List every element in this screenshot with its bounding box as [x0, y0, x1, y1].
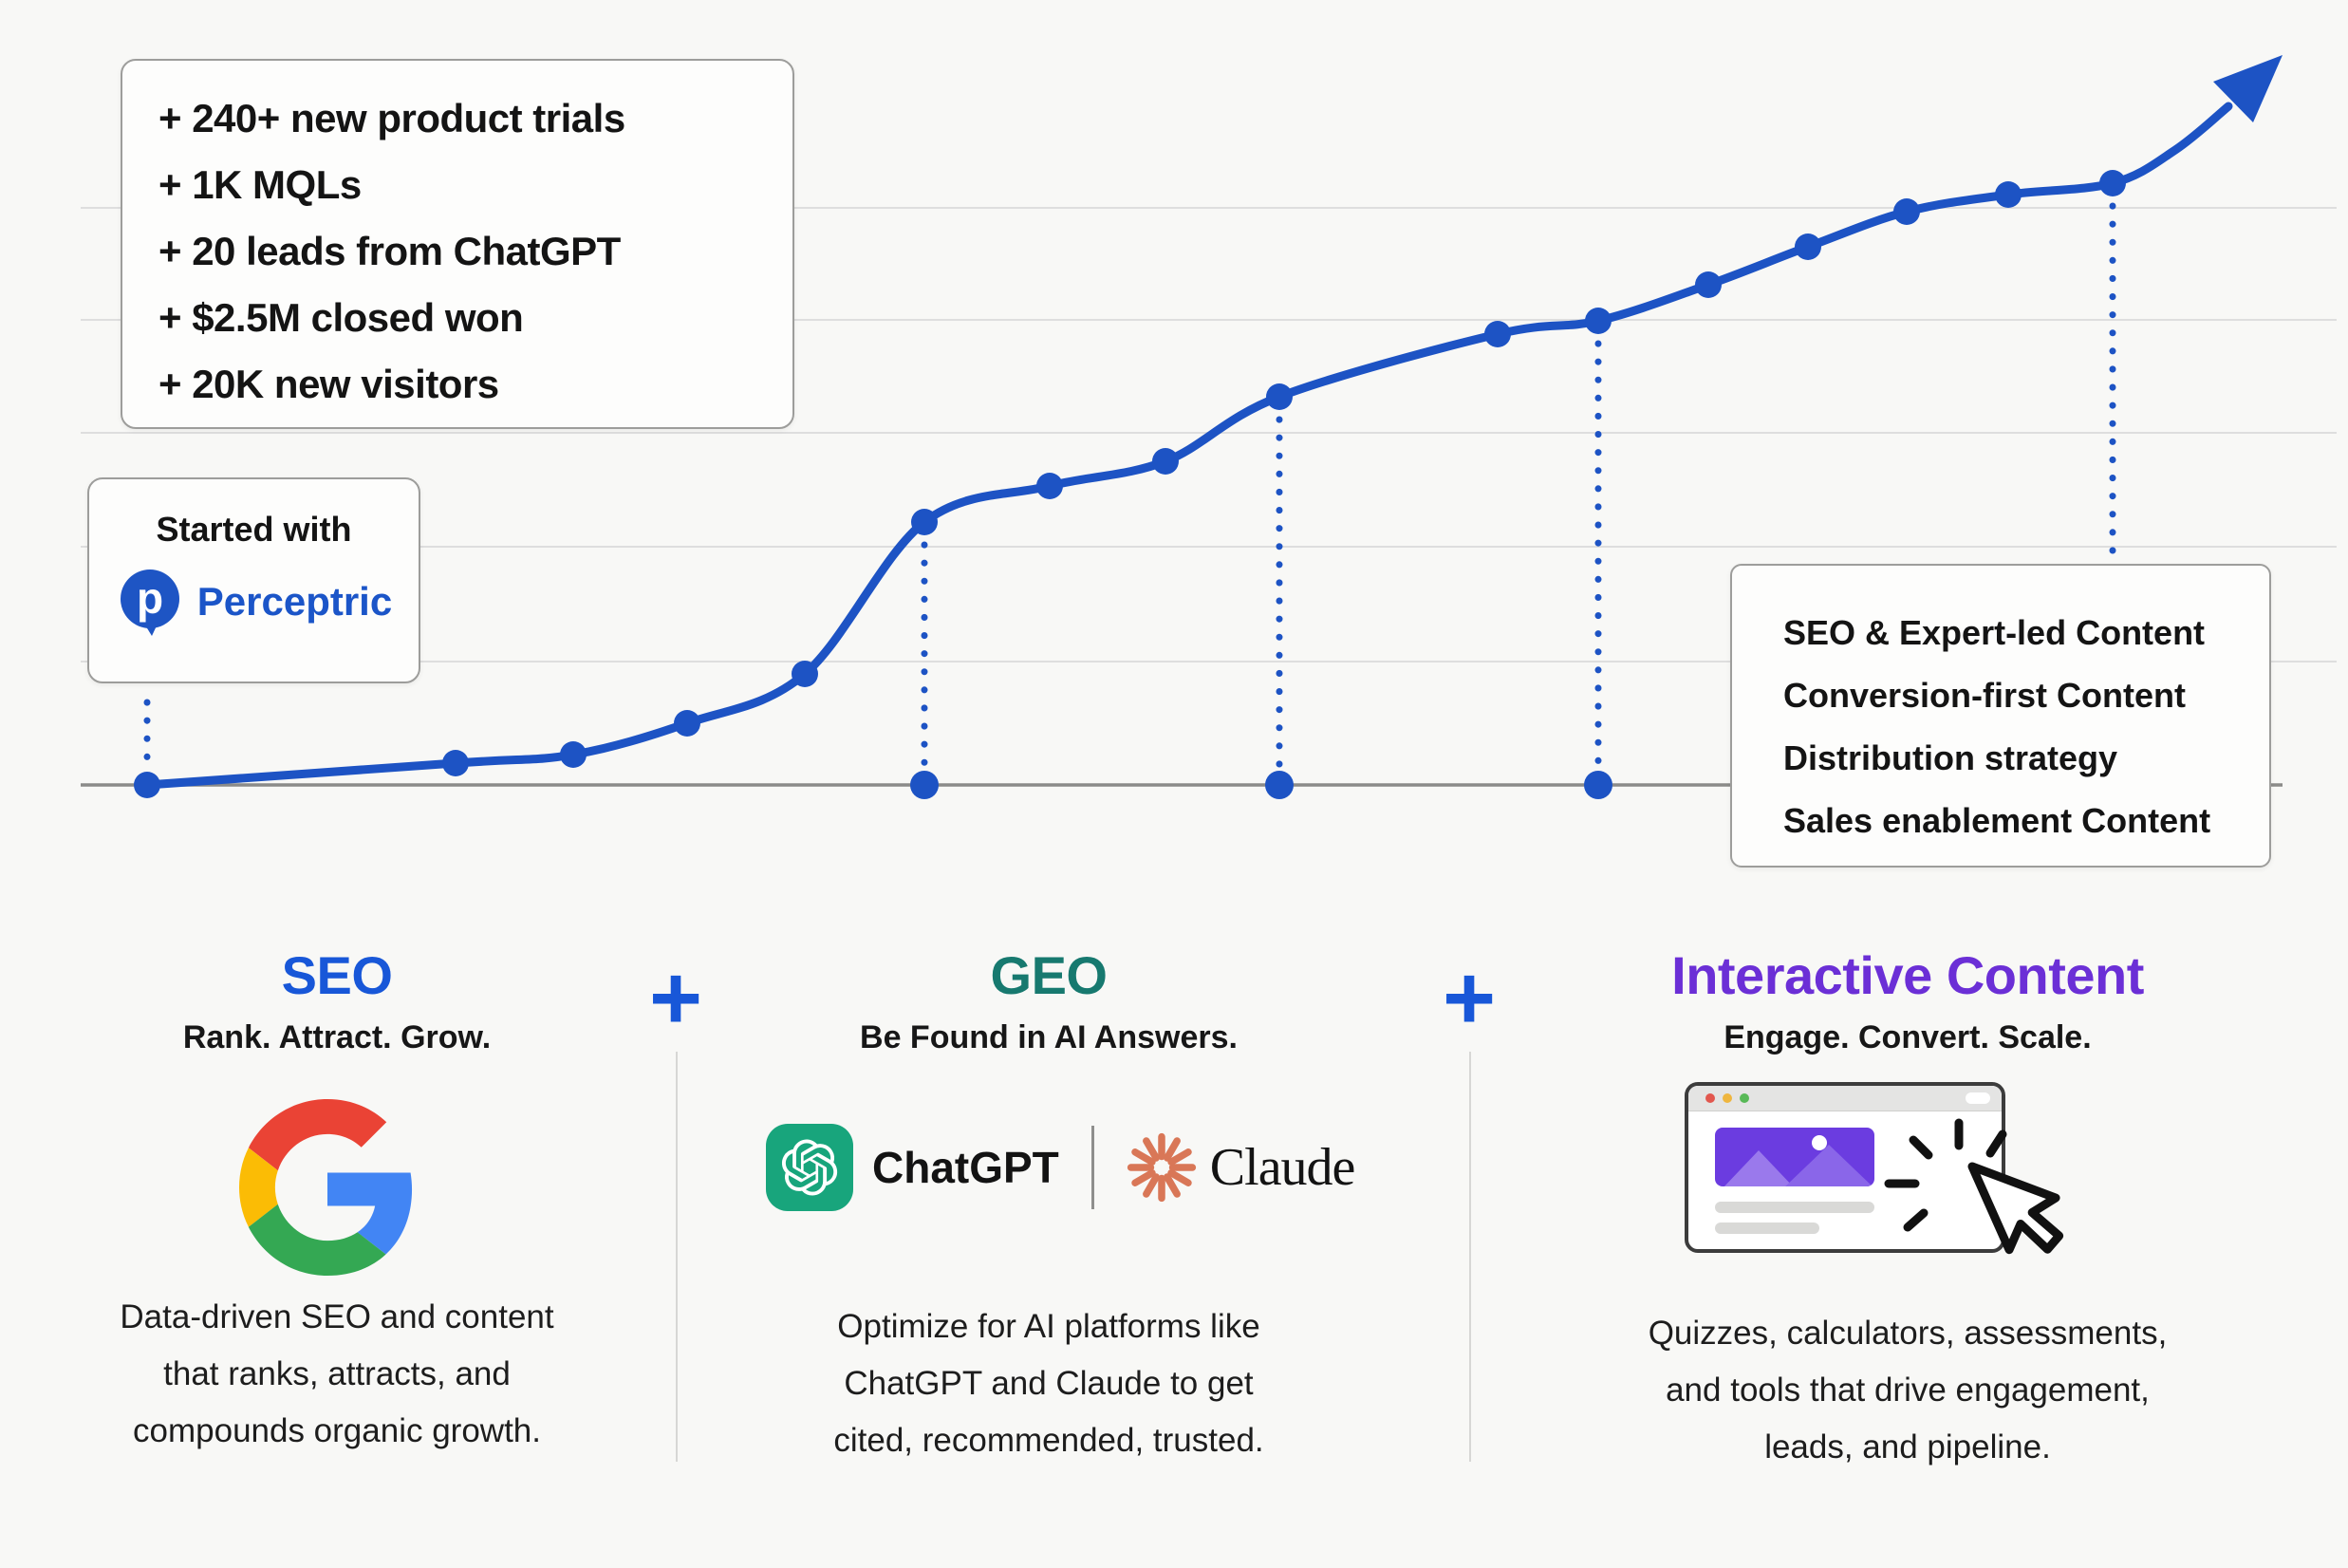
perceptric-wordmark: Perceptric: [196, 579, 393, 624]
baseline-marker-dot: [1584, 771, 1612, 799]
stat-line: + 20 leads from ChatGPT: [158, 229, 621, 273]
plus-sign: +: [648, 947, 703, 1049]
data-point-dot: [1484, 321, 1511, 347]
stat-line: + 1K MQLs: [158, 162, 362, 207]
data-point-dot: [560, 741, 587, 768]
text-line-placeholder: [1715, 1223, 1819, 1234]
geo-title: GEO: [990, 945, 1108, 1005]
interactive-desc-line: and tools that drive engagement,: [1666, 1372, 2150, 1409]
content-strategy-item: Conversion-first Content: [1783, 676, 2187, 715]
data-point-dot: [674, 710, 700, 737]
seo-title: SEO: [281, 945, 393, 1005]
column-divider: [676, 1052, 678, 1462]
traffic-light-red-icon: [1705, 1093, 1715, 1103]
data-point-dot: [2099, 170, 2126, 196]
sun-icon: [1812, 1135, 1827, 1150]
baseline-marker-dot: [910, 771, 939, 799]
column-seo: SEO Rank. Attract. Grow.: [38, 944, 636, 1056]
seo-subtitle: Rank. Attract. Grow.: [182, 1019, 492, 1055]
chatgpt-logo-icon: [766, 1124, 853, 1211]
content-strategy-item: SEO & Expert-led Content: [1783, 613, 2206, 652]
content-strategy-item: Distribution strategy: [1783, 738, 2118, 777]
interactive-content-title: Interactive Content: [1671, 945, 2144, 1005]
data-point-dot: [911, 509, 938, 535]
mountain-icon: [1783, 1145, 1874, 1186]
growth-line-chart: [81, 55, 2337, 799]
stat-line: + $2.5M closed won: [158, 295, 524, 340]
plus-sign: +: [1442, 947, 1497, 1049]
claude-logo-icon: [1127, 1132, 1196, 1203]
data-point-dot: [442, 750, 469, 776]
geo-description: Optimize for AI platforms like ChatGPT a…: [792, 1298, 1305, 1469]
logo-separator: [1090, 1126, 1094, 1209]
seo-desc-line: Data-driven SEO and content: [120, 1298, 554, 1335]
baseline-marker-dot: [1265, 771, 1294, 799]
results-stats-box: + 240+ new product trials + 1K MQLs + 20…: [121, 59, 794, 429]
column-interactive-content: Interactive Content Engage. Convert. Sca…: [1604, 944, 2211, 1056]
interactive-content-description: Quizzes, calculators, assessments, and t…: [1632, 1305, 2183, 1476]
data-point-dot: [1795, 233, 1821, 260]
geo-desc-line: cited, recommended, trusted.: [833, 1422, 1264, 1459]
mountain-icon: [1723, 1150, 1795, 1186]
traffic-light-green-icon: [1740, 1093, 1749, 1103]
started-with-label: Started with: [156, 510, 352, 549]
google-logo-icon: [239, 1099, 413, 1276]
started-with-box: Started with p Perceptric: [87, 477, 420, 683]
content-strategy-box: SEO & Expert-led Content Conversion-firs…: [1730, 564, 2271, 868]
click-cursor-icon: [1884, 1118, 2064, 1255]
data-point-dot: [1695, 271, 1722, 298]
data-point-dot: [1152, 448, 1179, 475]
data-point-dot: [1893, 198, 1920, 225]
claude-wordmark: Claude: [1209, 1138, 1356, 1197]
column-geo: GEO Be Found in AI Answers.: [750, 944, 1348, 1056]
interactive-desc-line: leads, and pipeline.: [1764, 1428, 2051, 1465]
data-point-dot: [792, 661, 818, 687]
data-point-dot: [1995, 181, 2022, 208]
stat-line: + 20K new visitors: [158, 362, 499, 406]
geo-desc-line: Optimize for AI platforms like: [837, 1308, 1260, 1345]
data-point-dot: [1266, 383, 1293, 410]
traffic-light-yellow-icon: [1723, 1093, 1732, 1103]
geo-subtitle: Be Found in AI Answers.: [860, 1019, 1238, 1055]
browser-window-illustration: [1685, 1082, 2005, 1253]
image-placeholder-icon: [1715, 1128, 1874, 1186]
browser-titlebar: [1688, 1086, 2002, 1111]
data-point-dot: [1036, 473, 1063, 499]
perceptric-logo-icon: p: [120, 569, 179, 636]
arrow-head-icon: [2213, 55, 2283, 122]
column-divider: [1469, 1052, 1471, 1462]
text-line-placeholder: [1715, 1202, 1874, 1213]
data-point-dot: [134, 772, 160, 798]
geo-desc-line: ChatGPT and Claude to get: [844, 1365, 1254, 1402]
content-strategy-item: Sales enablement Content: [1783, 801, 2211, 840]
browser-url-pill: [1966, 1092, 1990, 1104]
stat-line: + 240+ new product trials: [158, 96, 625, 140]
svg-text:p: p: [137, 573, 163, 623]
growth-curve: [142, 102, 2233, 790]
ai-platform-logos: ChatGPT Claude: [766, 1123, 1356, 1212]
interactive-content-subtitle: Engage. Convert. Scale.: [1724, 1019, 2092, 1055]
chatgpt-wordmark: ChatGPT: [872, 1143, 1059, 1192]
seo-description: Data-driven SEO and content that ranks, …: [81, 1289, 593, 1460]
interactive-desc-line: Quizzes, calculators, assessments,: [1648, 1315, 2168, 1352]
data-point-dot: [1585, 308, 1612, 334]
seo-desc-line: that ranks, attracts, and: [163, 1355, 511, 1392]
seo-desc-line: compounds organic growth.: [133, 1412, 541, 1449]
